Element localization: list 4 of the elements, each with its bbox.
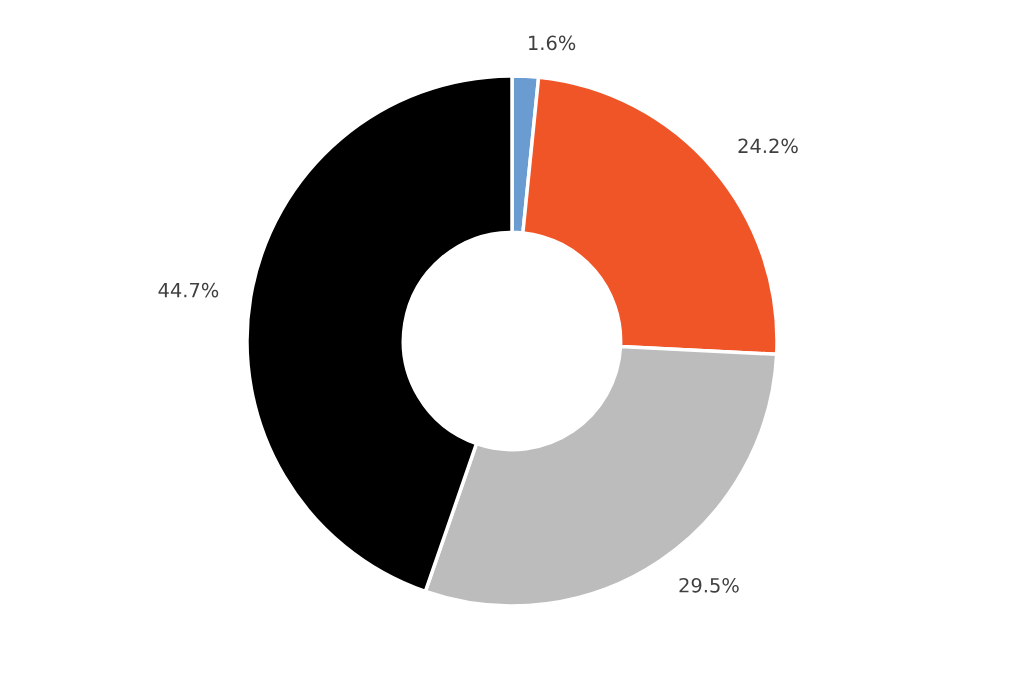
data-label: 1.6% bbox=[529, 35, 576, 51]
data-label: 29.5% bbox=[679, 577, 739, 593]
data-label: 44.7% bbox=[158, 282, 219, 298]
data-label: 24.2% bbox=[738, 138, 798, 154]
